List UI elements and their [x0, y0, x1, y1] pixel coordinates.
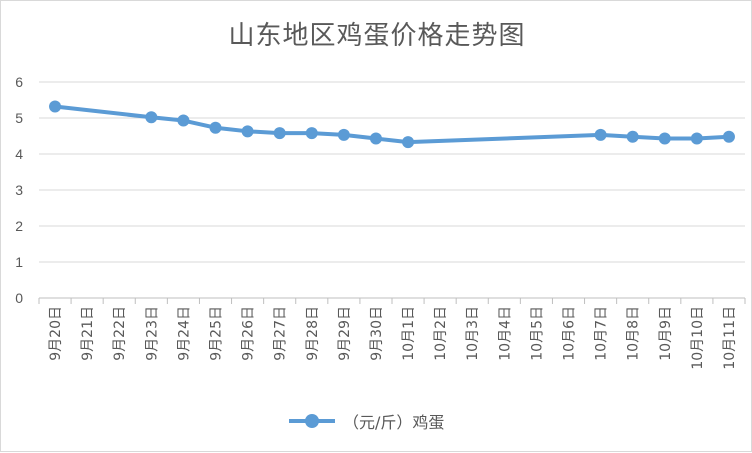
y-tick-label: 2: [15, 218, 23, 234]
data-point: [369, 132, 382, 145]
x-tick-label: 9月21日: [80, 306, 96, 361]
x-tick-label: 9月25日: [209, 306, 225, 361]
y-tick-label: 1: [15, 254, 23, 270]
y-tick-label: 0: [15, 290, 23, 306]
data-point: [690, 132, 703, 145]
x-tick-label: 10月7日: [594, 306, 610, 361]
x-tick-label: 9月23日: [144, 306, 160, 361]
legend: （元/斤）鸡蛋: [289, 409, 444, 433]
legend-label: （元/斤）鸡蛋: [343, 413, 445, 432]
x-tick-label: 10月10日: [690, 306, 706, 370]
x-tick-label: 10月8日: [626, 306, 642, 361]
data-point: [305, 127, 318, 140]
data-point: [722, 130, 735, 143]
x-tick-label: 10月9日: [658, 306, 674, 361]
x-tick-label: 9月27日: [273, 306, 289, 361]
data-point: [145, 111, 158, 124]
data-point: [241, 125, 254, 138]
x-tick-label: 9月28日: [305, 306, 321, 361]
x-tick-label: 10月4日: [497, 306, 513, 361]
x-tick-label: 10月11日: [722, 306, 738, 370]
data-point: [337, 128, 350, 141]
data-point: [658, 132, 671, 145]
y-tick-label: 5: [15, 110, 23, 126]
data-point: [594, 128, 607, 141]
x-tick-label: 10月5日: [529, 306, 545, 361]
x-tick-label: 9月24日: [176, 306, 192, 361]
data-point: [402, 136, 415, 149]
chart-title: 山东地区鸡蛋价格走势图: [228, 21, 526, 51]
y-tick-label: 4: [15, 146, 23, 162]
y-tick-label: 3: [15, 182, 23, 198]
x-tick-label: 9月30日: [369, 306, 385, 361]
data-point: [177, 114, 190, 127]
x-tick-label: 10月2日: [433, 306, 449, 361]
x-tick-label: 9月20日: [48, 306, 64, 361]
data-point: [626, 130, 639, 143]
y-tick-label: 6: [15, 74, 23, 90]
x-tick-label: 9月26日: [241, 306, 257, 361]
legend-marker: [289, 414, 335, 428]
x-tick-label: 9月29日: [337, 306, 353, 361]
data-point: [49, 100, 62, 113]
x-tick-label: 9月22日: [112, 306, 128, 361]
x-tick-label: 10月6日: [562, 306, 578, 361]
x-tick-label: 10月3日: [465, 306, 481, 361]
data-point: [273, 127, 286, 140]
x-tick-label: 10月1日: [401, 306, 417, 361]
data-point: [209, 121, 222, 134]
